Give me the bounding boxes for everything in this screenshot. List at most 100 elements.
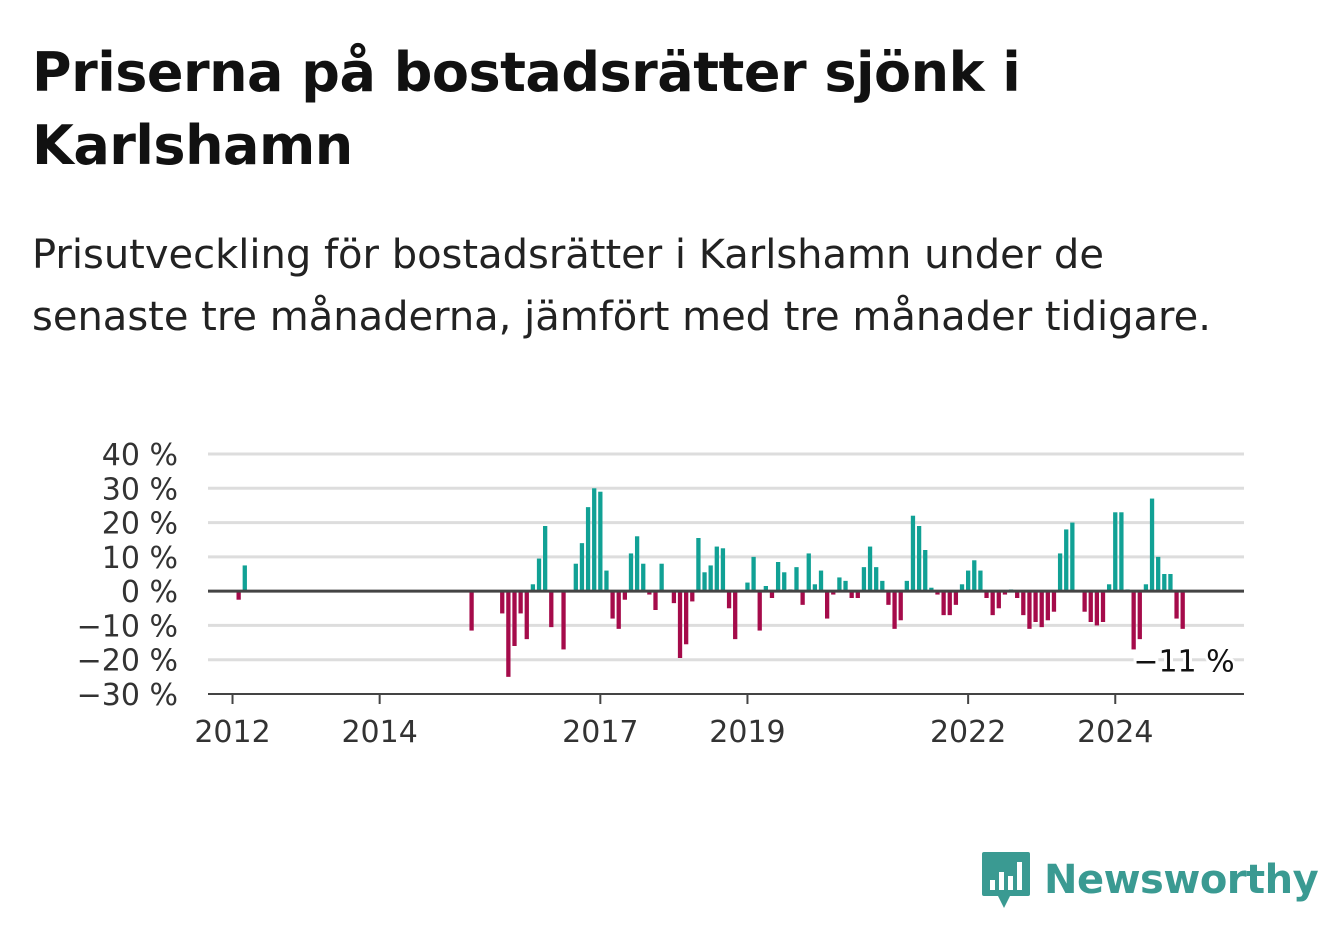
bar	[953, 591, 959, 605]
chart-subtitle: Prisutveckling för bostadsrätter i Karls…	[32, 232, 1211, 340]
bar	[794, 567, 799, 592]
bar	[561, 591, 566, 650]
bar	[1088, 591, 1093, 622]
bar	[880, 580, 885, 592]
chart-title: Priserna på bostadsrätter sjönk i Karlsh…	[32, 41, 1021, 177]
bar	[947, 591, 952, 616]
bar	[929, 587, 934, 592]
x-tick-label: 2017	[562, 715, 638, 750]
bar	[1149, 498, 1155, 592]
bar	[684, 591, 689, 645]
bar	[1119, 512, 1124, 592]
bar	[690, 591, 695, 602]
bar	[898, 591, 903, 621]
bar	[910, 515, 916, 592]
bar	[923, 550, 928, 592]
bar	[1180, 591, 1185, 629]
bar	[959, 584, 965, 592]
x-tick-labels: 2012 2014 2017 2019 2022 2024	[194, 715, 1153, 750]
bar	[867, 546, 873, 592]
price-change-bar-chart: −30 %−20 %−10 %0 %10 %20 %30 %40 % 2012 2…	[77, 438, 1244, 750]
bar	[941, 591, 946, 616]
bar	[855, 591, 860, 598]
bar	[236, 591, 241, 600]
bar	[714, 546, 719, 592]
bar	[1106, 584, 1112, 592]
bar	[1002, 591, 1008, 595]
bar	[549, 591, 554, 628]
bar	[579, 543, 585, 592]
bar	[604, 570, 609, 592]
bars	[236, 488, 1185, 677]
bar	[825, 591, 830, 619]
bar	[1168, 574, 1173, 592]
bar	[702, 572, 707, 592]
bar	[916, 526, 922, 592]
bar	[843, 580, 848, 592]
bar	[972, 560, 977, 592]
bar	[524, 591, 529, 640]
bar	[831, 591, 836, 595]
bar	[800, 591, 805, 605]
bar	[641, 563, 646, 592]
bar	[904, 580, 909, 592]
bar	[1027, 591, 1032, 629]
bar	[782, 572, 787, 592]
bar	[500, 591, 505, 614]
bar	[1021, 591, 1026, 616]
y-tick-label: −20 %	[77, 644, 178, 679]
bar	[1033, 591, 1038, 622]
gridlines	[208, 452, 1244, 662]
bar	[1174, 591, 1179, 619]
bar	[659, 563, 664, 592]
bar	[874, 567, 879, 592]
bar	[892, 591, 897, 629]
bar	[886, 591, 891, 605]
bar	[757, 591, 762, 631]
y-tick-label: −30 %	[77, 678, 178, 713]
bar	[677, 591, 683, 658]
bar	[1082, 591, 1087, 612]
x-tick-label: 2024	[1077, 715, 1153, 750]
bar	[1162, 574, 1167, 592]
bar	[1143, 584, 1149, 592]
bar	[812, 584, 818, 592]
bar	[647, 591, 652, 595]
bar	[530, 584, 536, 592]
bar	[1094, 591, 1100, 626]
annotations: −11 %	[1130, 642, 1237, 683]
x-tick-label: 2019	[709, 715, 785, 750]
bar	[966, 570, 971, 592]
newsworthy-logo-icon	[982, 852, 1030, 908]
bar	[935, 591, 940, 595]
y-tick-label: 0 %	[121, 575, 178, 610]
bar	[696, 538, 701, 592]
bar	[622, 591, 627, 600]
bar	[1039, 591, 1044, 628]
bar	[585, 507, 591, 592]
bar	[536, 558, 542, 592]
bar	[592, 488, 597, 592]
bar	[1131, 591, 1136, 650]
x-tick-label: 2014	[341, 715, 417, 750]
bar	[984, 591, 989, 598]
bar	[1137, 591, 1142, 640]
axes	[208, 589, 1244, 704]
bar	[751, 556, 756, 592]
bar	[726, 591, 732, 609]
y-tick-label: −10 %	[77, 609, 178, 644]
y-tick-label: 40 %	[102, 438, 178, 473]
bar	[806, 553, 811, 592]
bar	[573, 563, 578, 592]
bar	[861, 567, 867, 592]
y-tick-label: 30 %	[102, 472, 178, 507]
bar	[506, 591, 511, 677]
y-tick-label: 20 %	[102, 507, 178, 542]
bar	[242, 565, 247, 592]
bar	[628, 553, 634, 592]
bar	[818, 570, 824, 592]
y-tick-labels: −30 %−20 %−10 %0 %10 %20 %30 %40 %	[77, 438, 178, 713]
bar	[1064, 529, 1069, 592]
last-value-label: −11 %	[1133, 645, 1234, 680]
bar	[469, 591, 474, 631]
